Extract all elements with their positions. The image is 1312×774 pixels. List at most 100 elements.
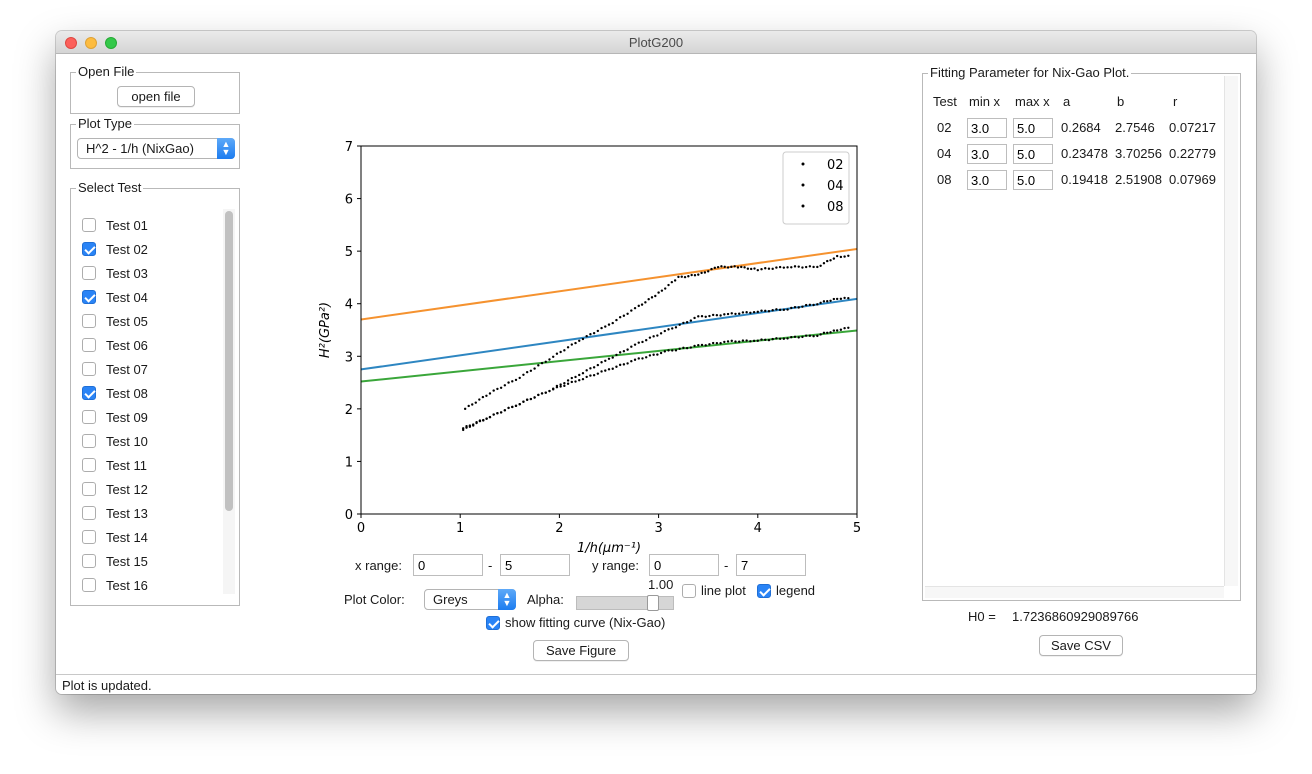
max-x-input[interactable]: [1013, 118, 1053, 138]
data-point-02: [713, 266, 717, 270]
data-point-08: [478, 419, 482, 423]
data-point-02: [847, 254, 850, 257]
data-point-04: [682, 321, 685, 325]
min-x-input[interactable]: [967, 170, 1007, 190]
test-list-item[interactable]: Test 07: [71, 358, 221, 382]
test-list-item[interactable]: Test 01: [71, 214, 221, 238]
test-checkbox[interactable]: [82, 242, 96, 256]
test-list-item[interactable]: Test 08: [71, 382, 221, 406]
y-max-input[interactable]: [736, 554, 806, 576]
data-point-02: [503, 384, 507, 387]
data-point-02: [677, 275, 680, 279]
legend-checkbox[interactable]: [757, 584, 771, 598]
alpha-slider[interactable]: [576, 595, 674, 611]
minimize-button[interactable]: [85, 37, 97, 49]
data-point-08: [468, 425, 472, 428]
save-figure-button[interactable]: Save Figure: [533, 640, 629, 661]
test-checkbox[interactable]: [82, 506, 96, 520]
table-header[interactable]: max x: [1015, 94, 1050, 109]
test-list-item[interactable]: Test 15: [71, 550, 221, 574]
test-checkbox[interactable]: [82, 578, 96, 592]
x-min-input[interactable]: [413, 554, 483, 576]
table-header[interactable]: a: [1063, 94, 1071, 109]
data-point-08: [511, 405, 514, 409]
data-point-02: [640, 303, 644, 306]
test-checkbox[interactable]: [82, 362, 96, 376]
table-cell-b: 2.51908: [1115, 172, 1162, 187]
table-header[interactable]: Test: [933, 94, 957, 109]
data-point-08: [741, 339, 745, 342]
test-checkbox[interactable]: [82, 218, 96, 232]
min-x-input[interactable]: [967, 144, 1007, 164]
test-list-item[interactable]: Test 02: [71, 238, 221, 262]
test-checkbox[interactable]: [82, 314, 96, 328]
data-point-08: [514, 404, 518, 408]
test-checkbox[interactable]: [82, 338, 96, 352]
open-file-button[interactable]: open file: [117, 86, 195, 107]
test-checkbox[interactable]: [82, 434, 96, 448]
plot-type-select[interactable]: H^2 - 1/h (NixGao) ▲ ▼: [77, 138, 235, 159]
test-list-item[interactable]: Test 12: [71, 478, 221, 502]
x-tick-label: 1: [456, 521, 464, 536]
data-point-08: [843, 326, 846, 330]
data-point-02: [786, 266, 789, 269]
show-fitting-curve-checkbox[interactable]: [486, 616, 500, 630]
data-point-02: [540, 361, 544, 365]
data-point-02: [707, 270, 710, 273]
data-point-02: [529, 369, 533, 372]
data-point-04: [734, 312, 737, 316]
table-cell-b: 2.7546: [1115, 120, 1155, 135]
test-checkbox[interactable]: [82, 458, 96, 472]
test-list-item[interactable]: Test 04: [71, 286, 221, 310]
test-checkbox[interactable]: [82, 530, 96, 544]
data-point-04: [749, 311, 752, 315]
test-list-item[interactable]: Test 06: [71, 334, 221, 358]
test-list-item[interactable]: Test 14: [71, 526, 221, 550]
y-tick-label: 5: [345, 245, 353, 260]
test-list-item[interactable]: Test 10: [71, 430, 221, 454]
data-point-04: [778, 308, 782, 312]
min-x-input[interactable]: [967, 118, 1007, 138]
y-min-input[interactable]: [649, 554, 719, 576]
alpha-slider-knob[interactable]: [647, 595, 659, 611]
table-header[interactable]: r: [1173, 94, 1178, 109]
max-x-input[interactable]: [1013, 144, 1053, 164]
data-point-02: [710, 267, 713, 271]
test-list-scrollbar[interactable]: [223, 209, 235, 594]
fitting-table-hscrollbar[interactable]: [925, 586, 1224, 598]
data-point-02: [819, 264, 822, 267]
fitting-table-scrollbar[interactable]: [1224, 76, 1238, 586]
test-checkbox[interactable]: [82, 410, 96, 424]
test-list-item[interactable]: Test 05: [71, 310, 221, 334]
test-checkbox[interactable]: [82, 386, 96, 400]
plot-color-select[interactable]: Greys ▲ ▼: [424, 589, 516, 610]
data-point-04: [822, 300, 826, 303]
save-csv-button[interactable]: Save CSV: [1039, 635, 1123, 656]
data-point-04: [648, 336, 652, 339]
x-max-input[interactable]: [500, 554, 570, 576]
test-label: Test 08: [106, 386, 148, 401]
line-plot-checkbox[interactable]: [682, 584, 696, 598]
test-checkbox[interactable]: [82, 266, 96, 280]
table-header[interactable]: b: [1117, 94, 1125, 109]
test-list-item[interactable]: Test 03: [71, 262, 221, 286]
test-list-item[interactable]: Test 13: [71, 502, 221, 526]
scrollbar-thumb[interactable]: [225, 211, 233, 511]
data-point-02: [499, 386, 503, 389]
test-checkbox[interactable]: [82, 554, 96, 568]
test-checkbox[interactable]: [82, 290, 96, 304]
data-point-04: [652, 335, 655, 338]
data-point-08: [797, 336, 800, 339]
data-point-04: [592, 366, 596, 369]
test-list-item[interactable]: Test 11: [71, 454, 221, 478]
show-fitting-curve-label: show fitting curve (Nix-Gao): [505, 615, 666, 630]
max-x-input[interactable]: [1013, 170, 1053, 190]
test-list-item[interactable]: Test 09: [71, 406, 221, 430]
test-list-item[interactable]: Test 16: [71, 574, 221, 598]
test-checkbox[interactable]: [82, 482, 96, 496]
table-header[interactable]: min x: [969, 94, 1001, 109]
maximize-button[interactable]: [105, 37, 117, 49]
data-point-04: [566, 379, 570, 382]
data-point-02: [525, 370, 529, 374]
close-button[interactable]: [65, 37, 77, 49]
